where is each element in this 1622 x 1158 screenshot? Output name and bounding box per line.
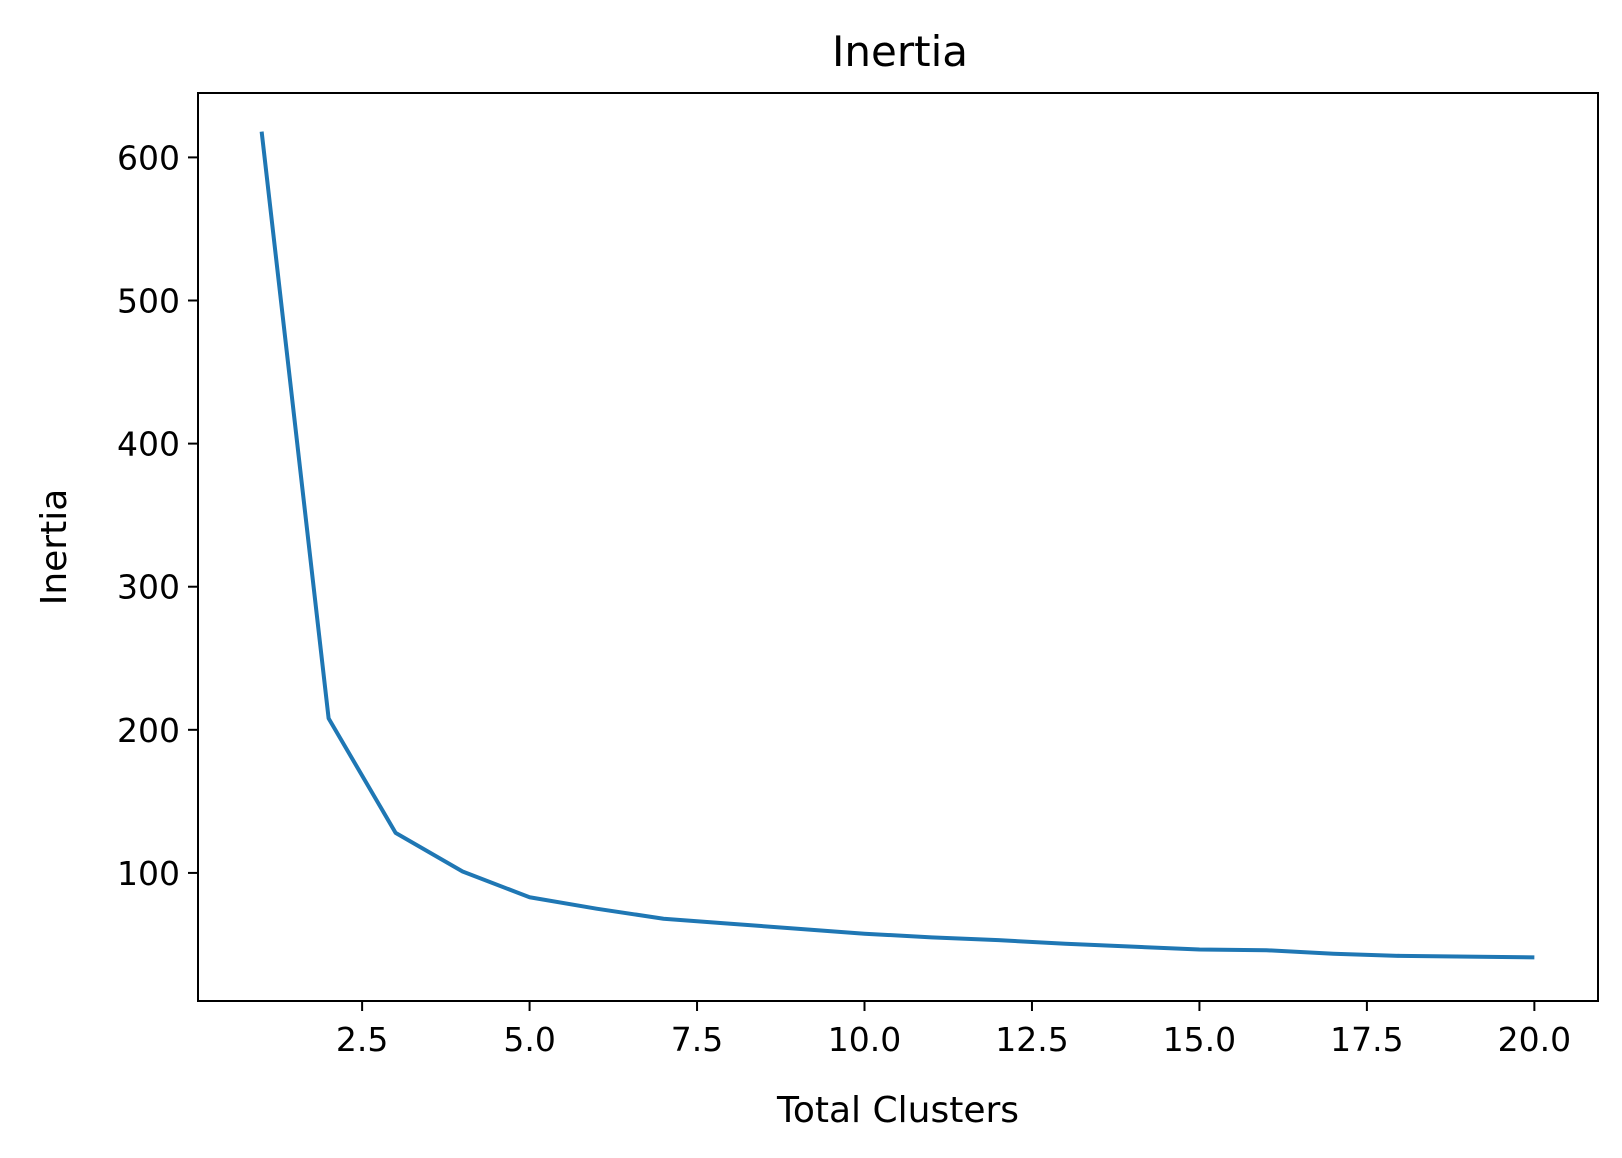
x-tick-label: 15.0 <box>1163 1020 1236 1059</box>
x-tick-label: 7.5 <box>671 1020 723 1059</box>
x-tick-label: 12.5 <box>995 1020 1068 1059</box>
y-tick-label: 400 <box>117 425 180 464</box>
y-tick-label: 500 <box>117 282 180 321</box>
y-axis-ticks: 100 200 300 400 500 600 <box>117 138 198 893</box>
y-tick-label: 100 <box>117 854 180 893</box>
y-tick-label: 300 <box>117 568 180 607</box>
y-axis-label: Inertia <box>34 489 75 606</box>
x-axis-ticks: 2.5 5.0 7.5 10.0 12.5 15.0 17.5 20.0 <box>336 1001 1571 1059</box>
chart-title: Inertia <box>832 27 968 76</box>
series-line <box>259 131 1535 960</box>
axes-frame <box>197 92 1599 1002</box>
x-tick-label: 5.0 <box>503 1020 555 1059</box>
y-tick-label: 600 <box>117 138 180 177</box>
x-axis-label: Total Clusters <box>776 1090 1019 1131</box>
y-tick-label: 200 <box>117 711 180 750</box>
x-tick-label: 17.5 <box>1330 1020 1403 1059</box>
plot-area <box>259 131 1535 960</box>
x-tick-label: 10.0 <box>828 1020 901 1059</box>
x-tick-label: 2.5 <box>336 1020 388 1059</box>
x-tick-label: 20.0 <box>1498 1020 1571 1059</box>
